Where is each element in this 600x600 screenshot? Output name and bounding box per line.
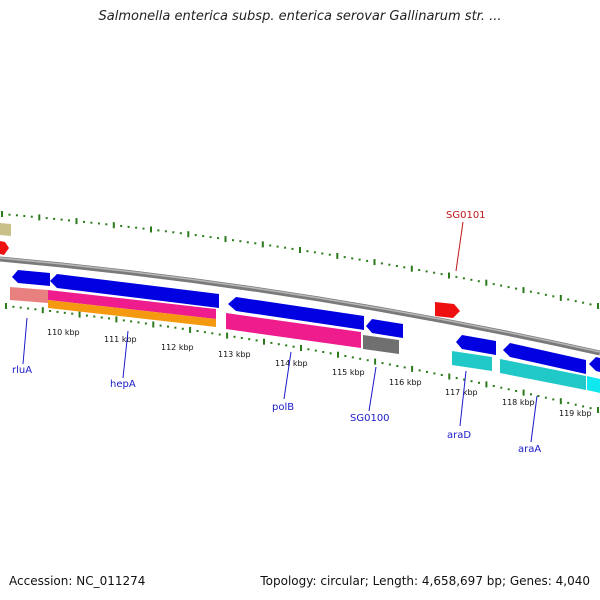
gene-araD-arrow[interactable] xyxy=(456,335,496,355)
inner-tick-track xyxy=(5,303,599,413)
genome-backbone xyxy=(0,256,600,356)
tick-label: 117 kbp xyxy=(445,388,478,397)
label-SG0101[interactable]: SG0101 xyxy=(446,210,486,221)
red-gene-left xyxy=(0,241,9,255)
tick-label: 113 kbp xyxy=(218,350,251,359)
polB-pink-bar xyxy=(226,313,361,348)
olive-feature-left xyxy=(0,223,11,236)
outer-tick-track xyxy=(1,211,599,309)
araD-cyan-bar xyxy=(452,351,492,371)
hepA-pink-bar xyxy=(48,290,216,319)
SG0101-leader xyxy=(455,221,464,272)
label-araA[interactable]: araA xyxy=(518,444,541,455)
accession-text: Accession: NC_011274 xyxy=(9,574,146,588)
tick-label: 111 kbp xyxy=(104,335,137,344)
gene-rluA-arrow[interactable] xyxy=(12,270,50,286)
gene-hepA-arrow[interactable] xyxy=(50,274,219,308)
tick-label: 118 kbp xyxy=(502,398,535,407)
kbp-labels: 110 kbp 111 kbp 112 kbp 113 kbp 114 kbp … xyxy=(47,328,592,418)
gene-next-arrow[interactable] xyxy=(589,357,600,372)
tick-label: 112 kbp xyxy=(161,343,194,352)
next-bright-cyan-bar xyxy=(587,376,600,393)
gene-araA-arrow[interactable] xyxy=(503,343,586,374)
rluA-feature-bar xyxy=(10,287,48,303)
label-araD[interactable]: araD xyxy=(447,430,471,441)
SG0100-gray-bar xyxy=(363,335,399,354)
map-title: Salmonella enterica subsp. enterica sero… xyxy=(98,9,502,24)
gene-SG0100-arrow[interactable] xyxy=(366,319,403,338)
hepA-orange-bar xyxy=(48,300,216,327)
tick-label: 115 kbp xyxy=(332,368,365,377)
label-SG0100[interactable]: SG0100 xyxy=(350,413,390,424)
label-rluA[interactable]: rluA xyxy=(12,365,32,376)
gene-SG0101-arrow[interactable] xyxy=(435,302,460,318)
tick-label: 116 kbp xyxy=(389,378,422,387)
tick-label: 110 kbp xyxy=(47,328,80,337)
genome-summary-text: Topology: circular; Length: 4,658,697 bp… xyxy=(260,574,590,588)
araA-cyan-bar xyxy=(500,359,586,390)
label-hepA[interactable]: hepA xyxy=(110,379,136,390)
label-polB[interactable]: polB xyxy=(272,402,294,413)
label-leaders xyxy=(22,317,538,443)
tick-label: 119 kbp xyxy=(559,409,592,418)
tick-label: 114 kbp xyxy=(275,359,308,368)
gene-polB-arrow[interactable] xyxy=(228,297,364,330)
